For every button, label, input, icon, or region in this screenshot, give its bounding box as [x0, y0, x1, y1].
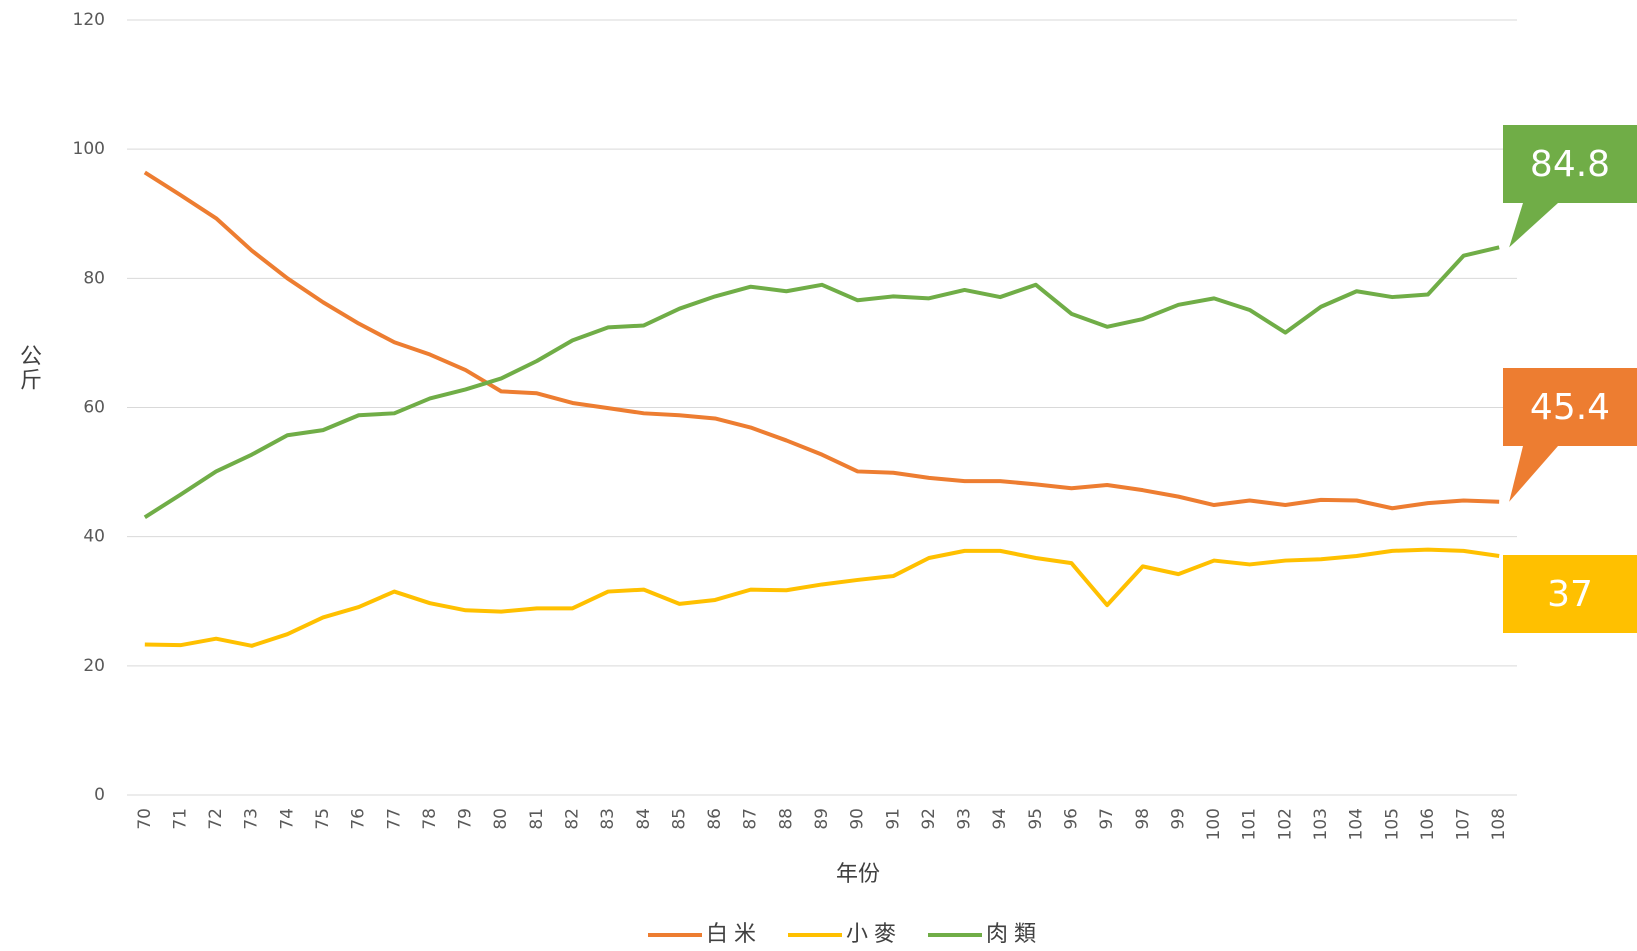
x-tick-label: 100 — [1204, 808, 1224, 840]
value-callout: 45.4 — [1503, 368, 1637, 502]
x-tick-label: 104 — [1347, 808, 1367, 840]
x-tick-label: 75 — [313, 808, 333, 830]
x-tick-label: 79 — [456, 808, 476, 830]
legend-label: 白米 — [706, 922, 762, 947]
line-series — [143, 170, 1500, 511]
x-tick-label: 92 — [919, 808, 939, 830]
callout-box — [1503, 368, 1637, 446]
y-tick-label: 0 — [94, 785, 105, 805]
x-tick-label: 103 — [1311, 808, 1331, 840]
callout-box — [1503, 125, 1637, 203]
x-tick-label: 98 — [1133, 808, 1153, 830]
x-tick-label: 107 — [1454, 808, 1474, 840]
x-tick-label: 70 — [135, 808, 155, 830]
x-tick-label: 88 — [776, 808, 796, 830]
x-tick-label: 87 — [741, 808, 761, 830]
x-tick-label: 94 — [990, 808, 1010, 830]
y-axis-title: 公斤 — [16, 344, 41, 392]
y-tick-label: 100 — [73, 139, 105, 159]
x-tick-label: 102 — [1275, 808, 1295, 840]
value-label: 84.8 — [1530, 144, 1610, 185]
value-callout: 84.8 — [1503, 125, 1637, 248]
callout-tail — [1509, 446, 1558, 502]
x-tick-label: 93 — [955, 808, 975, 830]
x-tick-label: 86 — [705, 808, 725, 830]
y-tick-label: 80 — [83, 268, 105, 288]
x-tick-label: 72 — [206, 808, 226, 830]
x-axis-title: 年份 — [836, 862, 880, 887]
x-tick-label: 71 — [170, 808, 190, 830]
x-tick-label: 97 — [1097, 808, 1117, 830]
x-tick-label: 82 — [563, 808, 583, 830]
x-tick-label: 80 — [491, 808, 511, 830]
x-tick-label: 96 — [1061, 808, 1081, 830]
x-tick-label: 95 — [1026, 808, 1046, 830]
callout-tail — [1509, 203, 1558, 248]
y-tick-label: 120 — [73, 10, 105, 30]
line-series — [143, 245, 1500, 519]
x-tick-label: 73 — [242, 808, 262, 830]
y-tick-label: 20 — [83, 656, 105, 676]
legend-label: 肉類 — [986, 922, 1042, 947]
x-tick-label: 89 — [812, 808, 832, 830]
x-tick-label: 78 — [420, 808, 440, 830]
x-tick-label: 83 — [598, 808, 618, 830]
x-tick-label: 106 — [1418, 808, 1438, 840]
x-tick-label: 90 — [848, 808, 868, 830]
x-tick-label: 76 — [349, 808, 369, 830]
y-tick-label: 60 — [83, 398, 105, 418]
line-series — [144, 547, 1500, 648]
value-label: 37 — [1547, 574, 1593, 615]
x-tick-label: 91 — [883, 808, 903, 830]
y-tick-label: 40 — [83, 527, 105, 547]
legend-label: 小麥 — [846, 922, 902, 947]
x-tick-label: 77 — [384, 808, 404, 830]
value-callout: 37 — [1503, 555, 1637, 633]
x-tick-label: 105 — [1382, 808, 1402, 840]
x-tick-label: 74 — [277, 808, 297, 830]
x-tick-label: 99 — [1168, 808, 1188, 830]
x-tick-label: 101 — [1240, 808, 1260, 840]
x-tick-label: 108 — [1489, 808, 1509, 840]
x-tick-label: 81 — [527, 808, 547, 830]
callout-box — [1503, 555, 1637, 633]
x-tick-label: 85 — [669, 808, 689, 830]
x-tick-label: 84 — [634, 808, 654, 830]
value-label: 45.4 — [1530, 387, 1610, 428]
